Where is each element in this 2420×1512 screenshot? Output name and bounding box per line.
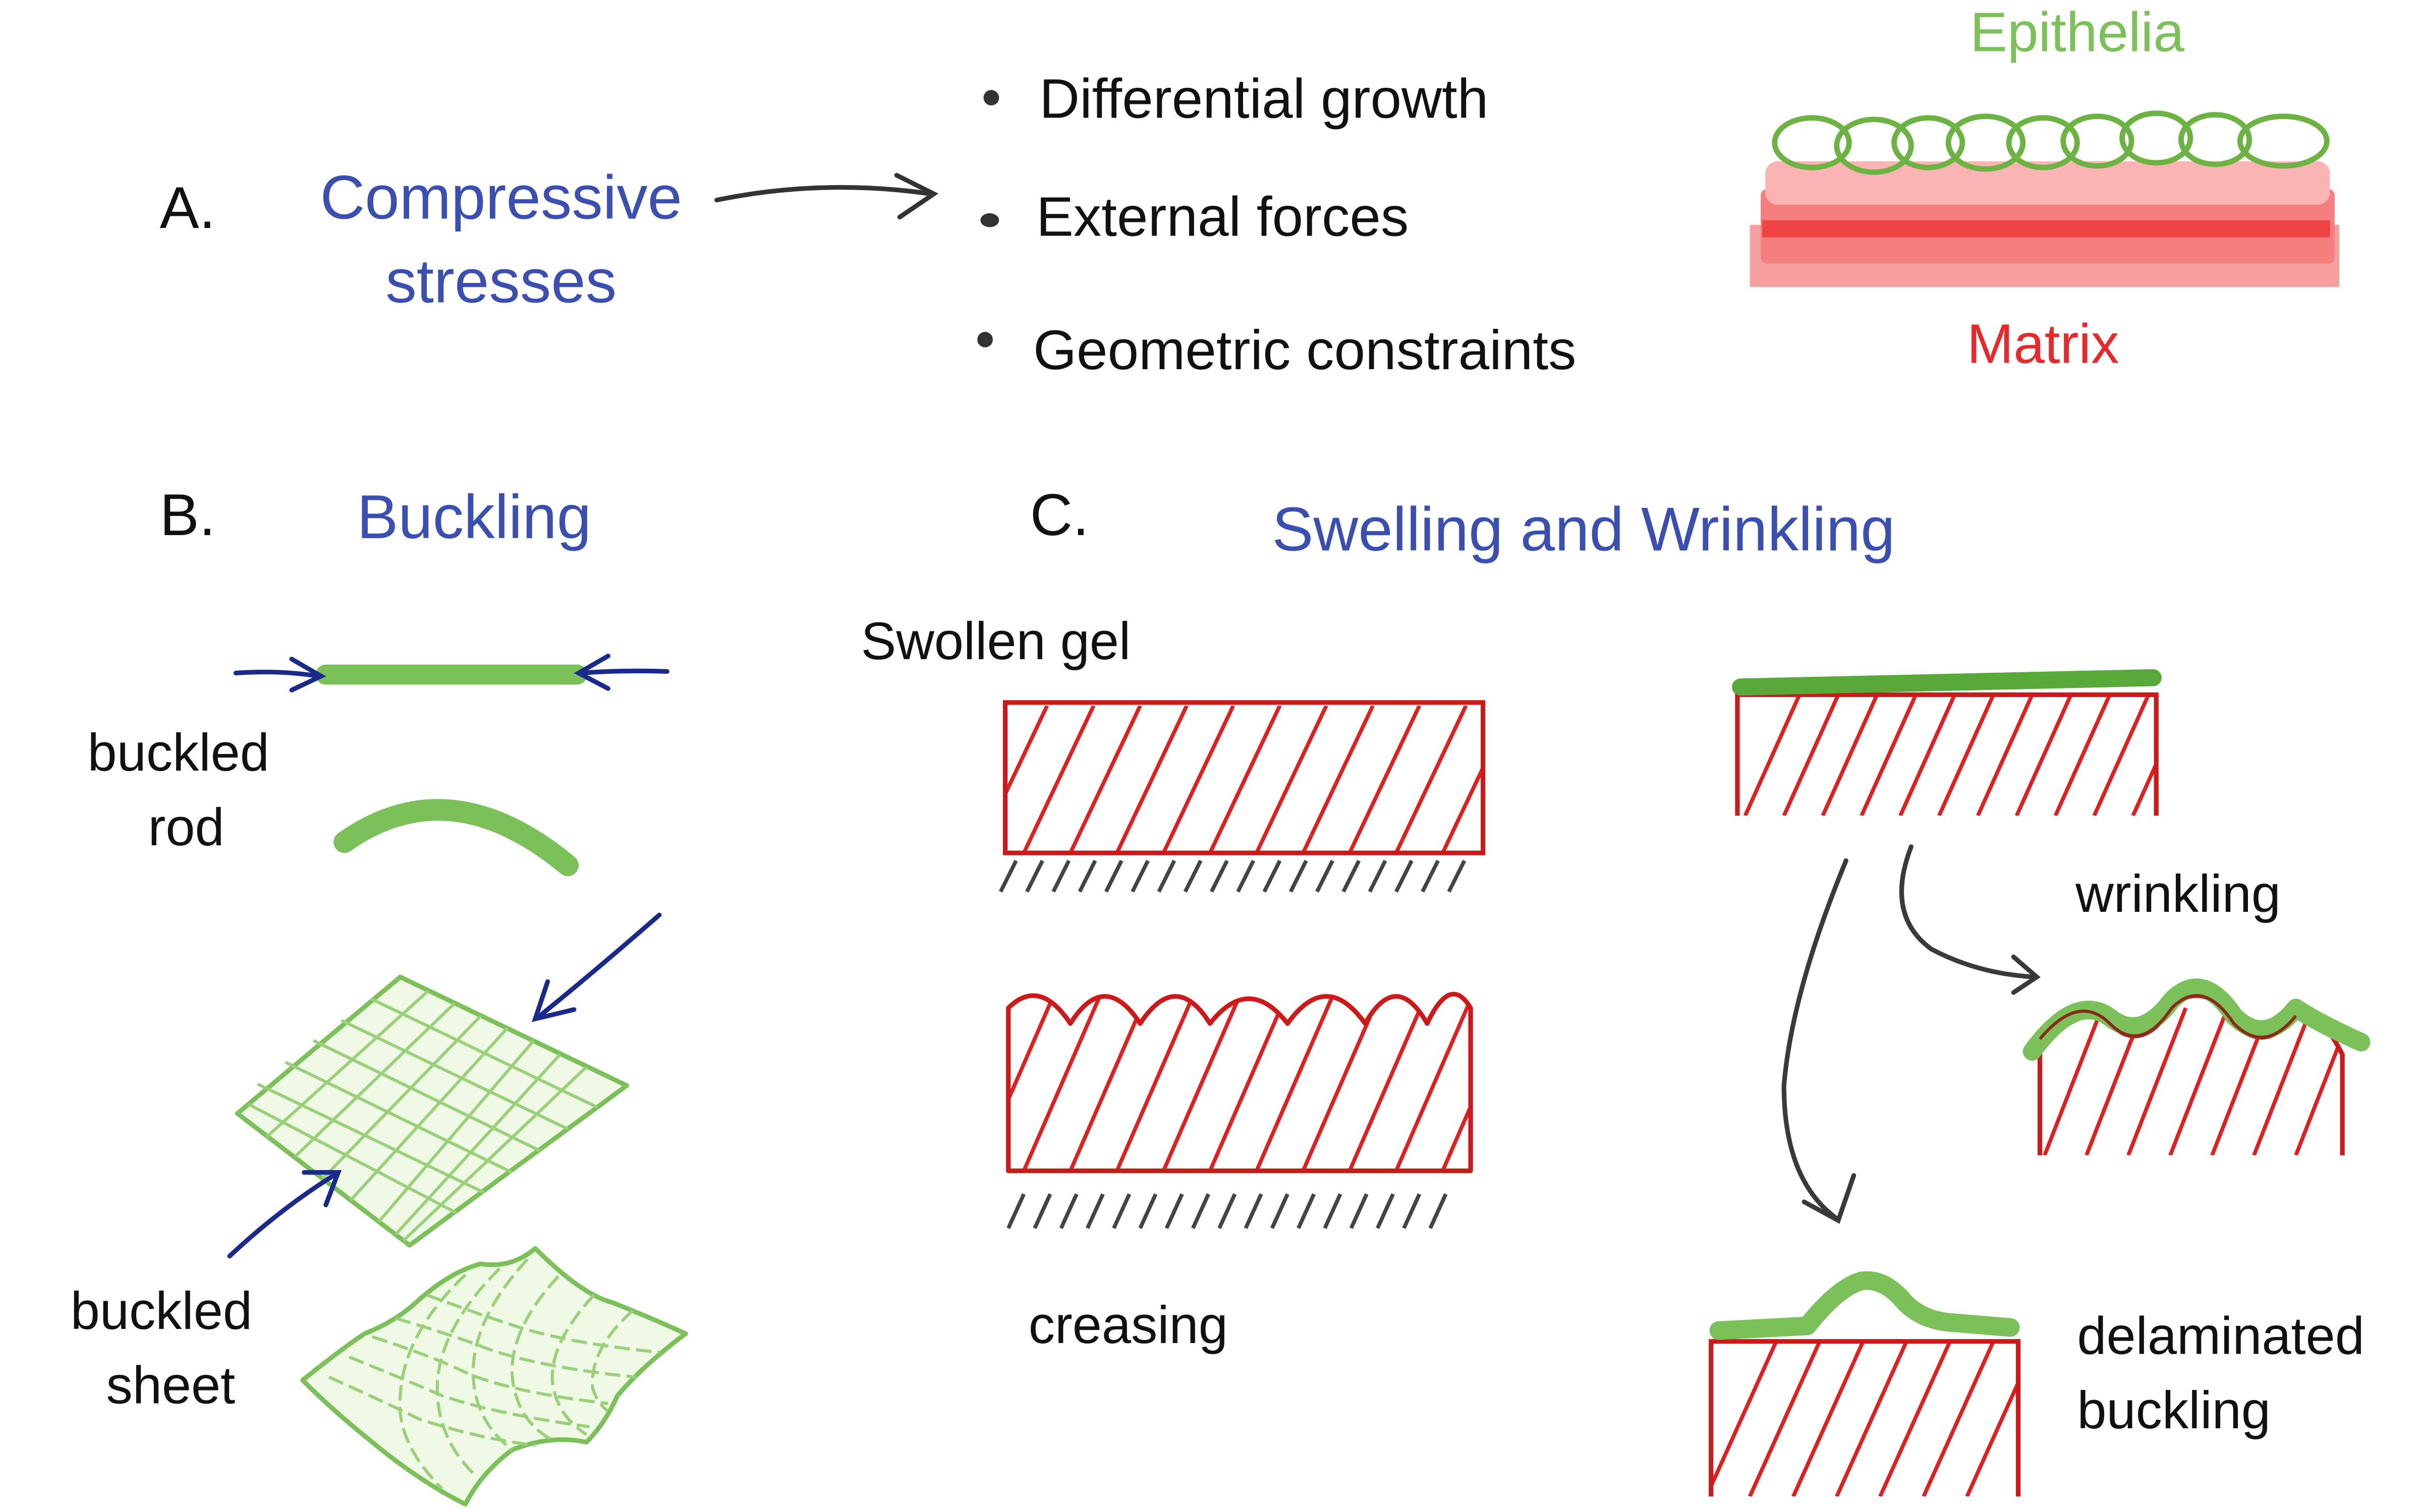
panel-a-letter: A.	[160, 175, 215, 241]
bullet-dot	[977, 332, 993, 347]
delaminated-label-line2: buckling	[2077, 1381, 2271, 1440]
panel-b-title: Buckling	[357, 483, 591, 552]
swollen-gel-label: Swollen gel	[861, 612, 1131, 671]
wrinkled-film	[2022, 978, 2371, 1061]
panel-a-title-line2: stresses	[385, 247, 616, 316]
delaminated-label-line1: delaminated	[2077, 1306, 2365, 1365]
panel-a: A. Compressive stresses Differential gro…	[160, 1, 2340, 381]
panel-c-letter: C.	[1030, 482, 1089, 548]
epithelia-label: Epithelia	[1970, 1, 2184, 63]
panel-b: B. Buckling buckled rod	[71, 482, 688, 1507]
swollen-gel-block	[998, 700, 1486, 893]
buckled-sheet-label-line2: sheet	[106, 1356, 235, 1415]
substrate-hatch	[998, 859, 1467, 893]
panel-a-title-line1: Compressive	[320, 163, 682, 232]
wrinkling-label: wrinkling	[2075, 864, 2281, 923]
panel-c: C. Swelling and Wrinkling Swollen gel	[861, 482, 2371, 1497]
bullet-dot	[983, 90, 999, 106]
buckled-sheet	[300, 1246, 688, 1507]
arrow-to-wrinkling-icon	[1899, 844, 2041, 995]
surface-film	[1732, 669, 2162, 696]
buckled-sheet-label-line1: buckled	[71, 1282, 252, 1341]
bullet-list: Differential growth External forces Geom…	[977, 68, 1576, 381]
creased-gel-block	[1006, 992, 1473, 1229]
bullet-dot	[980, 213, 999, 227]
panel-c-title: Swelling and Wrinkling	[1272, 495, 1895, 564]
delaminated-gel-block	[1709, 1271, 2021, 1497]
matrix-block	[1750, 161, 2340, 287]
flat-sheet	[235, 974, 629, 1248]
coated-gel-block	[1732, 669, 2162, 816]
bullet-differential-growth: Differential growth	[1039, 68, 1488, 130]
matrix-label: Matrix	[1967, 313, 2119, 375]
wrinkled-gel-block	[2022, 978, 2371, 1155]
sheet-arrow-upper-icon	[531, 912, 662, 1022]
panel-b-letter: B.	[160, 482, 215, 548]
bullet-external-forces: External forces	[1036, 186, 1409, 248]
arrow-icon	[714, 172, 939, 220]
creasing-label: creasing	[1029, 1296, 1228, 1355]
delaminated-film	[1709, 1271, 2020, 1340]
compression-arrow-left-icon	[233, 657, 326, 692]
substrate-hatch	[1006, 1193, 1448, 1229]
bullet-geometric-constraints: Geometric constraints	[1033, 319, 1577, 381]
arrow-to-delamination-icon	[1781, 858, 1856, 1224]
epithelia-cells	[1772, 110, 2330, 175]
buckled-rod-label-line2: rod	[148, 798, 224, 857]
buckled-rod	[333, 799, 579, 877]
sheet-arrow-lower-icon	[227, 1170, 342, 1259]
buckled-rod-label-line1: buckled	[88, 723, 269, 782]
compression-arrow-right-icon	[574, 654, 669, 691]
